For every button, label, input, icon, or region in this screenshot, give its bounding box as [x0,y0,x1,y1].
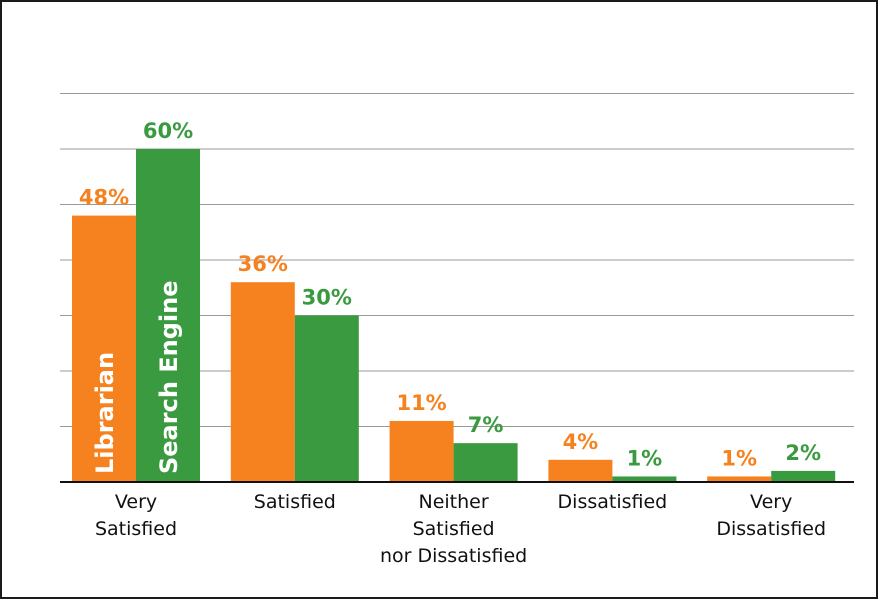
category-label: Satisfied [95,518,177,540]
bar-librarian [72,215,136,482]
bar-librarian [389,420,454,482]
data-label: 4% [563,430,599,454]
data-label: 11% [396,391,446,415]
data-label: 48% [79,186,129,210]
series-label: Search Engine [155,280,183,474]
bar-librarian [548,459,613,482]
category-label: Dissatisfied [716,518,826,540]
bar-search-engine [136,149,200,482]
bars [72,149,836,482]
data-label: 30% [302,286,352,310]
bar-librarian [230,282,295,482]
data-label: 7% [468,413,504,437]
bar-search-engine [453,443,518,482]
data-label: 60% [143,119,193,143]
data-label: 2% [785,441,821,465]
category-label: Dissatisfied [558,491,668,513]
category-label: Satisfied [254,491,336,513]
category-labels: Very Satisfied Satisfied Neither Satisfied no… [95,491,826,567]
category-label: Neither [419,491,489,513]
bar-search-engine [771,470,836,482]
data-label: 1% [721,446,757,470]
data-label: 1% [627,446,663,470]
series-label: Librarian [91,352,119,474]
category-label: nor Dissatisfied [380,545,527,567]
category-label: Very [750,491,792,513]
bar-search-engine [294,315,359,482]
value-labels: 48% Librarian 60% Search Engine 36% 30% 11% 7% 4… [79,119,821,474]
category-label: Very [115,491,157,513]
bar-librarian [707,476,772,482]
data-label: 36% [238,252,288,276]
bar-search-engine [612,476,677,482]
category-label: Satisfied [413,518,495,540]
